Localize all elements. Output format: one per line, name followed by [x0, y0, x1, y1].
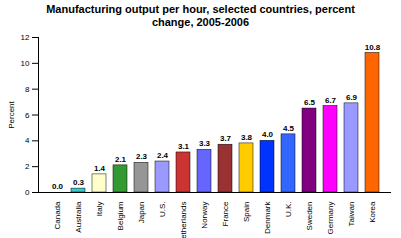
svg-text:0.0: 0.0: [52, 182, 64, 191]
html-text:Manufacturing output per hour,: Manufacturing output per hour, selected …: [46, 3, 355, 28]
svg-text:Australia: Australia: [74, 201, 83, 233]
svg-text:Canada: Canada: [53, 201, 62, 230]
svg-text:France: France: [221, 201, 230, 226]
svg-text:10.8: 10.8: [365, 43, 381, 52]
svg-text:12: 12: [21, 33, 30, 42]
svg-text:U.S.: U.S.: [158, 202, 167, 218]
svg-text:4.5: 4.5: [283, 124, 295, 133]
svg-text:Spain: Spain: [242, 202, 251, 222]
svg-text:Netherlands: Netherlands: [179, 202, 188, 238]
svg-text:1.4: 1.4: [94, 164, 106, 173]
svg-text:Belgium: Belgium: [116, 201, 125, 230]
svg-text:3.1: 3.1: [178, 142, 190, 151]
svg-text:10: 10: [21, 59, 30, 68]
svg-text:6.7: 6.7: [325, 96, 337, 105]
svg-text:Percent: Percent: [7, 100, 16, 128]
svg-text:Sweden: Sweden: [305, 202, 314, 231]
svg-text:3.3: 3.3: [199, 139, 211, 148]
svg-text:6.9: 6.9: [346, 93, 358, 102]
svg-text:Denmark: Denmark: [263, 201, 272, 234]
svg-text:6.5: 6.5: [304, 98, 316, 107]
svg-text:8: 8: [25, 85, 30, 94]
svg-text:Taiwan: Taiwan: [347, 202, 356, 227]
svg-text:2.1: 2.1: [115, 155, 127, 164]
svg-text:Japan: Japan: [137, 202, 146, 224]
svg-text:3.7: 3.7: [220, 134, 232, 143]
svg-text:Italy: Italy: [95, 202, 104, 217]
svg-text:Norway: Norway: [200, 202, 209, 229]
svg-text:2.3: 2.3: [136, 152, 148, 161]
svg-text:0.3: 0.3: [73, 178, 85, 187]
svg-text:2: 2: [25, 162, 30, 171]
svg-text:U.K.: U.K.: [284, 202, 293, 218]
svg-text:3.8: 3.8: [241, 133, 253, 142]
svg-text:Germany: Germany: [326, 202, 335, 235]
svg-text:0: 0: [25, 188, 30, 197]
svg-text:4: 4: [25, 136, 30, 145]
svg-text:2.4: 2.4: [157, 151, 169, 160]
svg-text:Korea: Korea: [368, 201, 377, 223]
svg-text:4.0: 4.0: [262, 130, 274, 139]
svg-text:6: 6: [25, 111, 30, 120]
